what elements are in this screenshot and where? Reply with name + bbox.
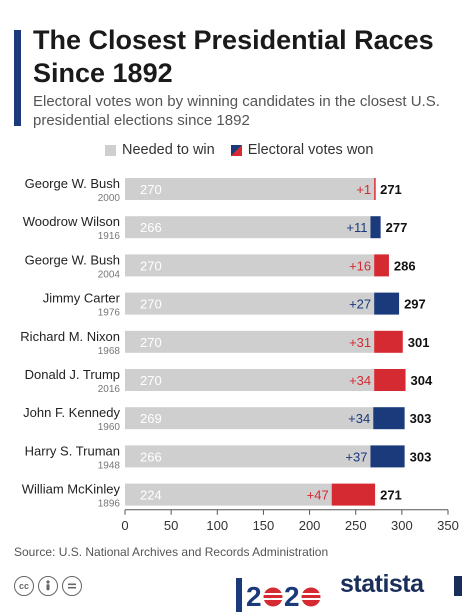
legend-label-needed: Needed to win — [122, 142, 215, 158]
bar-total-label: 303 — [410, 411, 432, 426]
election-2020-logo: 2 2 — [236, 578, 321, 612]
bar-needed-label: 266 — [140, 449, 162, 464]
category-year: 2016 — [98, 384, 121, 395]
by-icon — [38, 576, 58, 596]
bar-won — [370, 216, 381, 239]
chart-title: The Closest Presidential Races Since 189… — [33, 25, 434, 88]
bar-total-label: 301 — [408, 335, 430, 350]
license-icons: cc — [14, 576, 86, 596]
category-label: George W. Bush — [25, 176, 120, 191]
chart-subtitle: Electoral votes won by winning candidate… — [33, 93, 440, 129]
x-tick-label: 300 — [391, 518, 413, 533]
bar-total-label: 271 — [380, 488, 402, 503]
bar-needed-label: 270 — [140, 297, 162, 312]
bar-won — [374, 254, 389, 277]
bar-won-label: +34 — [348, 411, 370, 426]
bar-total-label: 303 — [410, 449, 432, 464]
title-accent-bar — [14, 30, 21, 126]
category-label: William McKinley — [22, 482, 121, 497]
bar-won — [370, 445, 405, 468]
bar-needed-label: 266 — [140, 220, 162, 235]
x-tick-label: 350 — [437, 518, 459, 533]
bar-needed — [125, 445, 371, 468]
svg-text:2: 2 — [246, 581, 262, 612]
bar-needed — [125, 254, 375, 277]
bar-total-label: 286 — [394, 258, 416, 273]
category-label: Richard M. Nixon — [20, 329, 120, 344]
bar-won-label: +34 — [349, 373, 371, 388]
bar-won-label: +16 — [349, 258, 371, 273]
bar-won — [373, 407, 405, 430]
footer: cc 2 2 statista — [0, 570, 474, 612]
x-tick-label: 200 — [299, 518, 321, 533]
bar-needed-label: 270 — [140, 258, 162, 273]
bar-won — [374, 330, 403, 353]
category-year: 1960 — [98, 422, 121, 433]
source-note: Source: U.S. National Archives and Recor… — [14, 545, 329, 559]
bar-won-label: +47 — [307, 488, 329, 503]
bar-needed — [125, 483, 332, 506]
bar-won — [374, 369, 406, 391]
category-label: George W. Bush — [25, 252, 120, 267]
bar-needed — [125, 292, 375, 315]
bar-won-label: +11 — [346, 220, 367, 235]
bar-needed-label: 270 — [140, 182, 162, 197]
bar-needed-label: 270 — [140, 373, 162, 388]
category-label: Woodrow Wilson — [23, 214, 120, 229]
legend-label-won: Electoral votes won — [247, 142, 374, 158]
bar-needed — [125, 330, 375, 353]
category-year: 1948 — [98, 460, 121, 471]
category-label: Harry S. Truman — [25, 443, 120, 458]
category-label: John F. Kennedy — [23, 405, 120, 420]
x-tick-label: 0 — [121, 518, 128, 533]
bar-total-label: 304 — [411, 373, 433, 388]
bar-needed-label: 269 — [140, 411, 162, 426]
legend-item-needed: Needed to win — [105, 142, 215, 158]
x-tick-label: 50 — [164, 518, 178, 533]
bar-total-label: 271 — [380, 182, 402, 197]
svg-text:2: 2 — [284, 581, 300, 612]
legend-swatch-won — [230, 144, 242, 156]
bar-won-label: +27 — [349, 297, 371, 312]
category-year: 1976 — [98, 308, 121, 319]
category-label: Donald J. Trump — [25, 367, 120, 382]
bar-needed-label: 270 — [140, 335, 162, 350]
bar-total-label: 297 — [404, 297, 426, 312]
bar-won — [374, 292, 400, 315]
bar-needed — [125, 216, 371, 239]
bar-won — [374, 178, 376, 200]
cc-icon: cc — [14, 576, 34, 596]
category-label: Jimmy Carter — [43, 291, 121, 306]
x-tick-label: 250 — [345, 518, 367, 533]
bar-won-label: +31 — [349, 335, 371, 350]
bar-won-label: +37 — [345, 449, 367, 464]
bar-needed-label: 224 — [140, 488, 162, 503]
bar-needed — [125, 407, 374, 430]
bar-needed — [125, 178, 375, 200]
legend-swatch-needed — [105, 144, 116, 156]
bar-needed — [125, 369, 375, 391]
nd-icon — [62, 576, 82, 596]
category-year: 1916 — [98, 231, 121, 242]
x-tick-label: 150 — [253, 518, 275, 533]
bar-won — [331, 483, 376, 506]
statista-wordmark: statista — [340, 570, 424, 598]
bar-won-label: +1 — [356, 182, 371, 197]
category-year: 2000 — [98, 193, 121, 204]
legend-item-won: Electoral votes won — [230, 142, 374, 158]
legend: Needed to win Electoral votes won — [105, 142, 389, 158]
x-tick-label: 100 — [206, 518, 228, 533]
bar-total-label: 277 — [386, 220, 408, 235]
statista-logo — [454, 576, 462, 596]
category-year: 1896 — [98, 499, 121, 510]
category-year: 2004 — [98, 269, 121, 280]
category-year: 1968 — [98, 346, 121, 357]
